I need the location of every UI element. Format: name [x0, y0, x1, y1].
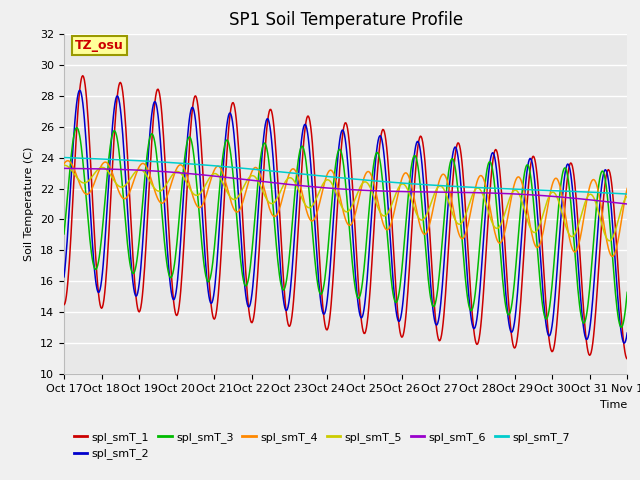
spl_smT_3	[129, 271, 137, 276]
spl_smT_6	[70, 166, 78, 171]
Line: spl_smT_7: spl_smT_7	[64, 157, 627, 194]
spl_smT_4	[216, 164, 224, 170]
Text: TZ_osu: TZ_osu	[76, 39, 124, 52]
spl_smT_7	[128, 157, 136, 163]
spl_smT_1	[186, 133, 194, 139]
spl_smT_5	[186, 186, 194, 192]
spl_smT_2	[60, 274, 68, 280]
spl_smT_4	[60, 161, 68, 167]
spl_smT_7	[70, 155, 78, 161]
spl_smT_1	[79, 73, 86, 79]
spl_smT_3	[623, 289, 631, 295]
spl_smT_1	[415, 138, 422, 144]
Line: spl_smT_6: spl_smT_6	[64, 168, 627, 204]
Line: spl_smT_3: spl_smT_3	[64, 128, 627, 327]
spl_smT_1	[216, 271, 224, 276]
spl_smT_5	[415, 215, 422, 221]
spl_smT_1	[70, 172, 78, 178]
spl_smT_5	[216, 175, 224, 180]
spl_smT_5	[60, 162, 68, 168]
spl_smT_6	[431, 189, 438, 195]
spl_smT_2	[70, 128, 78, 133]
spl_smT_3	[617, 324, 625, 330]
spl_smT_5	[605, 238, 613, 244]
spl_smT_2	[623, 330, 631, 336]
spl_smT_6	[60, 166, 68, 171]
spl_smT_2	[415, 140, 422, 146]
spl_smT_1	[60, 302, 68, 308]
X-axis label: Time: Time	[600, 400, 627, 409]
spl_smT_7	[186, 161, 193, 167]
spl_smT_4	[431, 195, 439, 201]
Line: spl_smT_4: spl_smT_4	[64, 161, 627, 256]
spl_smT_1	[431, 314, 439, 320]
spl_smT_3	[186, 134, 194, 140]
spl_smT_4	[609, 253, 616, 259]
spl_smT_3	[431, 300, 439, 306]
spl_smT_7	[431, 182, 438, 188]
Line: spl_smT_2: spl_smT_2	[64, 90, 627, 343]
spl_smT_1	[129, 253, 137, 259]
spl_smT_2	[216, 216, 224, 222]
spl_smT_4	[415, 218, 422, 224]
spl_smT_7	[60, 155, 68, 160]
spl_smT_4	[623, 186, 631, 192]
spl_smT_3	[73, 125, 81, 131]
spl_smT_2	[129, 279, 137, 285]
spl_smT_4	[186, 184, 194, 190]
spl_smT_3	[60, 231, 68, 237]
spl_smT_7	[215, 163, 223, 169]
spl_smT_5	[129, 172, 137, 178]
spl_smT_7	[414, 181, 422, 187]
spl_smT_4	[71, 168, 79, 174]
spl_smT_5	[71, 172, 79, 178]
Title: SP1 Soil Temperature Profile: SP1 Soil Temperature Profile	[228, 11, 463, 29]
spl_smT_3	[70, 131, 78, 137]
spl_smT_7	[623, 191, 631, 197]
spl_smT_6	[186, 171, 193, 177]
spl_smT_6	[128, 167, 136, 173]
spl_smT_6	[215, 174, 223, 180]
spl_smT_2	[76, 87, 83, 93]
spl_smT_4	[129, 180, 137, 186]
spl_smT_5	[431, 189, 439, 194]
spl_smT_3	[216, 181, 224, 187]
spl_smT_2	[620, 340, 628, 346]
Line: spl_smT_1: spl_smT_1	[64, 76, 627, 359]
spl_smT_2	[431, 320, 439, 326]
spl_smT_4	[64, 158, 72, 164]
spl_smT_2	[186, 111, 194, 117]
spl_smT_5	[623, 193, 631, 199]
spl_smT_6	[414, 189, 422, 195]
Legend: spl_smT_1, spl_smT_2, spl_smT_3, spl_smT_4, spl_smT_5, spl_smT_6, spl_smT_7: spl_smT_1, spl_smT_2, spl_smT_3, spl_smT…	[70, 428, 575, 464]
Line: spl_smT_5: spl_smT_5	[64, 165, 627, 241]
Y-axis label: Soil Temperature (C): Soil Temperature (C)	[24, 147, 35, 261]
spl_smT_3	[415, 170, 422, 176]
spl_smT_6	[623, 201, 631, 207]
spl_smT_5	[61, 162, 68, 168]
spl_smT_1	[623, 356, 631, 362]
